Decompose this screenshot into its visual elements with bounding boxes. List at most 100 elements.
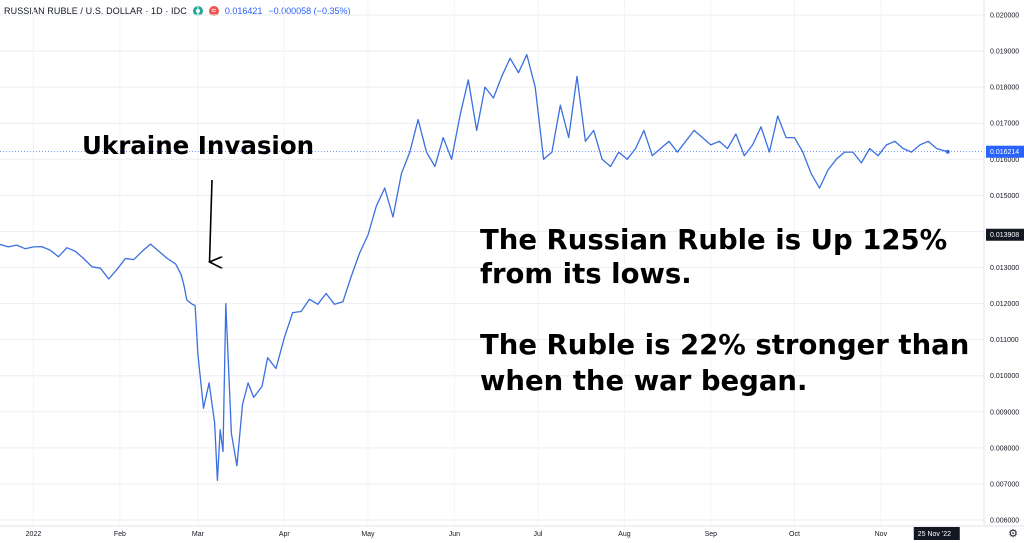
data-point <box>710 144 711 145</box>
data-point <box>181 274 182 275</box>
y-tick-label: 0.015000 <box>990 193 1019 200</box>
commentary-line-1: The Russian Ruble is Up 125% <box>480 224 947 256</box>
symbol-title[interactable]: RUSSIAN RUBLE / U.S. DOLLAR · 1D · IDC <box>4 6 187 16</box>
current-price-text: 0.016214 <box>990 149 1019 156</box>
y-tick-label: 0.019000 <box>990 49 1019 56</box>
x-tick-label: Oct <box>789 531 800 538</box>
data-point <box>393 217 394 218</box>
header-price: 0.016421 <box>224 6 263 16</box>
equal-icon[interactable]: ≈ <box>208 6 219 16</box>
x-tick-label: Jul <box>534 531 543 538</box>
data-point <box>384 188 385 189</box>
data-point <box>602 159 603 160</box>
data-point <box>811 173 812 174</box>
data-point <box>426 152 427 153</box>
data-point <box>786 137 787 138</box>
data-point <box>685 141 686 142</box>
data-point <box>58 256 59 257</box>
data-point <box>485 87 486 88</box>
data-point <box>284 337 285 338</box>
data-point <box>702 137 703 138</box>
data-point <box>869 148 870 149</box>
price-label-marker: 0.013908 <box>986 228 1024 241</box>
data-point <box>526 54 527 55</box>
data-point <box>342 301 343 302</box>
data-point <box>376 206 377 207</box>
data-point <box>225 303 226 304</box>
data-point <box>33 246 34 247</box>
y-tick-label: 0.016000 <box>990 157 1019 164</box>
y-tick-label: 0.006000 <box>990 518 1019 525</box>
data-point <box>92 266 93 267</box>
commentary-line-4: when the war began. <box>480 365 807 397</box>
data-point <box>192 304 193 305</box>
data-point <box>836 159 837 160</box>
x-tick-label: Mar <box>192 531 205 538</box>
data-point <box>769 152 770 153</box>
price-axis[interactable]: 0.020000 0.019000 0.018000 0.017000 0.016000… <box>990 13 1019 525</box>
x-tick-label: Apr <box>279 531 291 538</box>
data-point <box>25 248 26 249</box>
data-point <box>276 368 277 369</box>
data-point <box>610 166 611 167</box>
data-point <box>175 263 176 264</box>
data-point <box>133 259 134 260</box>
data-point <box>669 141 670 142</box>
data-point <box>309 299 310 300</box>
data-point <box>100 268 101 269</box>
data-point <box>752 144 753 145</box>
data-point <box>443 137 444 138</box>
x-tick-label: Aug <box>618 531 631 538</box>
data-point <box>735 134 736 135</box>
price-label-current: 0.016214 <box>986 145 1024 158</box>
last-price-dot <box>945 149 950 154</box>
data-point <box>220 429 221 430</box>
data-point <box>794 137 795 138</box>
commentary-text: The Russian Ruble is Up 125% from its lo… <box>480 224 969 397</box>
data-point <box>543 159 544 160</box>
data-point <box>253 397 254 398</box>
data-point <box>635 148 636 149</box>
data-point <box>727 148 728 149</box>
data-point <box>560 105 561 106</box>
data-point <box>368 235 369 236</box>
data-point <box>16 245 17 246</box>
data-point <box>493 98 494 99</box>
data-point <box>476 130 477 131</box>
data-point <box>551 152 552 153</box>
y-tick-label: 0.011000 <box>990 337 1019 344</box>
data-point <box>231 433 232 434</box>
data-point <box>8 246 9 247</box>
data-point <box>761 126 762 127</box>
data-point <box>359 253 360 254</box>
data-point <box>660 148 661 149</box>
x-tick-label: Sep <box>705 531 718 538</box>
x-tick-label: Jun <box>449 531 460 538</box>
data-point <box>585 141 586 142</box>
data-point <box>167 258 168 259</box>
marker-price-text: 0.013908 <box>990 232 1019 239</box>
data-point <box>223 451 224 452</box>
data-point <box>510 58 511 59</box>
data-point <box>66 247 67 248</box>
data-point <box>409 152 410 153</box>
data-point <box>209 382 210 383</box>
data-point <box>351 276 352 277</box>
y-tick-label: 0.018000 <box>990 85 1019 92</box>
data-point <box>214 422 215 423</box>
data-point <box>468 79 469 80</box>
data-point <box>827 170 828 171</box>
gear-icon[interactable]: ⚙ <box>1008 528 1018 540</box>
event-arrow <box>210 179 213 262</box>
y-tick-label: 0.007000 <box>990 481 1019 488</box>
data-point <box>911 152 912 153</box>
data-point <box>919 144 920 145</box>
data-point <box>777 116 778 117</box>
time-axis[interactable]: 2022 Feb Mar Apr May Jun Jul Aug Sep Oct Nov <box>26 531 888 538</box>
y-tick-label: 0.008000 <box>990 445 1019 452</box>
data-point <box>802 152 803 153</box>
data-point <box>186 300 187 301</box>
y-tick-label: 0.020000 <box>990 13 1019 20</box>
data-point <box>334 304 335 305</box>
